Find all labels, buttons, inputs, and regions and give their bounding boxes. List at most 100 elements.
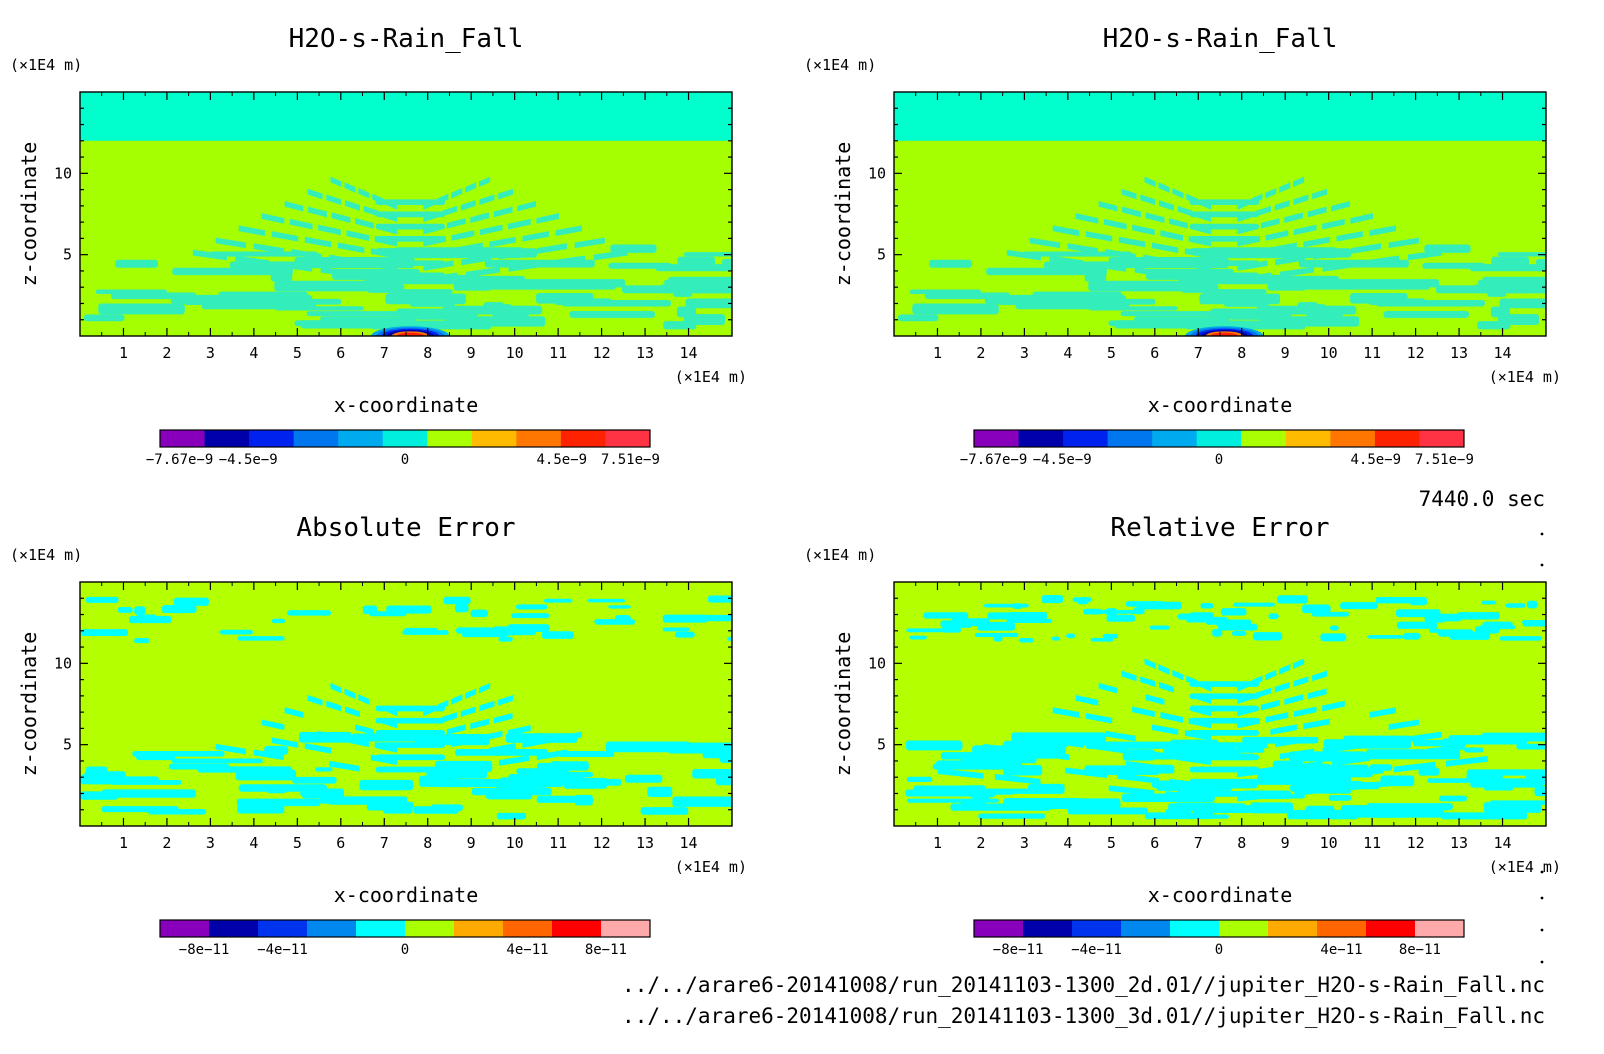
chevron-segment <box>1275 736 1306 748</box>
chevron-segment <box>375 199 446 206</box>
x-tick-label: 14 <box>680 344 698 362</box>
chevron-segment <box>1177 205 1193 217</box>
contour-streak <box>86 766 108 776</box>
contour-streak <box>237 804 285 814</box>
chevron-segment <box>346 736 370 748</box>
chevron-segment <box>1189 248 1260 254</box>
chevron-segment <box>1165 791 1212 802</box>
upper-blob <box>1090 637 1114 642</box>
chevron-segment <box>1144 176 1156 188</box>
chevron-segment <box>1169 778 1212 790</box>
chevron-segment <box>1189 681 1260 687</box>
contour-streak <box>1497 252 1546 257</box>
chevron-segment <box>1303 236 1330 248</box>
contour-streak <box>1011 732 1107 743</box>
colorbar-tick-label: 7.51e−9 <box>1415 452 1474 468</box>
colorbar-swatch <box>405 920 455 937</box>
chevron-segment <box>284 200 304 212</box>
colorbar-swatch <box>1196 430 1242 447</box>
chevron-segment <box>308 206 327 218</box>
x-tick-label: 6 <box>1150 344 1159 362</box>
x-tick-label: 6 <box>1150 834 1159 852</box>
colorbar: −7.67e−9 −4.5e−9 0 4.5e−9 7.51e−9 <box>960 429 1474 468</box>
chevron-segment <box>1265 669 1277 681</box>
chevron-segment <box>536 243 568 254</box>
x-tick-label: 1 <box>119 344 128 362</box>
chevron-segment <box>451 694 463 705</box>
chevron-segment <box>1331 200 1351 212</box>
x-tick-label: 5 <box>1107 344 1116 362</box>
x-tick-label: 12 <box>1407 834 1425 852</box>
x-axis-label: x-coordinate <box>334 883 479 907</box>
colorbar-tick-label: 0 <box>401 942 409 958</box>
chevron-segment <box>1126 760 1164 772</box>
chevron-segment <box>536 213 560 224</box>
chevron-segment <box>304 236 332 248</box>
chevron-segment <box>493 206 513 218</box>
chevron-segment <box>1160 230 1184 241</box>
chevron-segment <box>1312 670 1328 682</box>
chevron-segment <box>330 682 342 694</box>
chevron-segment <box>1158 664 1170 675</box>
chevron-segment <box>1006 249 1041 261</box>
chevron-segment <box>1293 176 1305 188</box>
upper-blob <box>662 627 690 632</box>
contour-streak <box>235 769 297 781</box>
chevron-segment <box>307 188 323 200</box>
upper-blob <box>1083 608 1103 615</box>
contour-streak <box>906 776 933 783</box>
colorbar-swatch <box>427 430 473 447</box>
upper-blob <box>134 638 150 644</box>
chevron-segment <box>1293 706 1317 718</box>
y-tick-label: 10 <box>868 654 886 672</box>
colorbar-swatch <box>160 430 206 447</box>
chevron-segment <box>1293 676 1309 687</box>
upper-blob <box>699 614 732 622</box>
y-tick-label: 5 <box>877 736 886 754</box>
chevron-segment <box>330 176 342 188</box>
x-tick-label: 14 <box>1494 344 1512 362</box>
chevron-segment <box>1189 778 1260 785</box>
chevron-segment <box>555 731 582 743</box>
x-unit-label: (×1E4 m) <box>675 858 747 876</box>
chevron-segment <box>1446 756 1488 767</box>
upper-blob <box>1478 625 1516 630</box>
chevron-segment <box>375 705 446 712</box>
colorbar-frame <box>159 429 651 448</box>
chevron-segment <box>1118 236 1146 248</box>
chevron-segment <box>1052 707 1080 718</box>
upper-blob <box>1429 628 1441 633</box>
heatmap-plot-area <box>894 582 1546 826</box>
upper-blob <box>470 609 488 618</box>
contour-streak <box>1483 802 1542 813</box>
chevron-segment <box>329 254 360 266</box>
y-tick-label: 5 <box>63 246 72 264</box>
chevron-segment <box>1103 218 1127 230</box>
contour-streak <box>1341 805 1399 812</box>
chevron-segment <box>1075 695 1099 706</box>
contour-streak <box>608 262 672 269</box>
x-unit-label: (×1E4 m) <box>1489 858 1561 876</box>
colorbar-tick-label: −4e−11 <box>1071 942 1122 958</box>
x-tick-label: 3 <box>206 344 215 362</box>
y-tick-label: 5 <box>877 246 886 264</box>
x-tick-label: 2 <box>162 344 171 362</box>
colorbar-swatch <box>356 920 406 937</box>
colorbar-tick-label: 7.51e−9 <box>601 452 660 468</box>
y-tick-label: 10 <box>868 164 886 182</box>
x-tick-label: 4 <box>249 834 258 852</box>
contour-streak <box>579 778 622 786</box>
chevron-segment <box>375 248 446 254</box>
x-tick-label: 7 <box>380 344 389 362</box>
x-tick-label: 2 <box>976 344 985 362</box>
heatmap-plot-area <box>80 582 732 826</box>
colorbar-tick-label: 8e−11 <box>1399 942 1441 958</box>
chevron-segment <box>375 235 446 242</box>
colorbar-swatch <box>1018 430 1064 447</box>
contour-streak <box>951 753 1009 759</box>
colorbar: −8e−11 −4e−11 0 4e−11 8e−11 <box>159 919 651 958</box>
contour-streak <box>1022 251 1132 257</box>
colorbar-frame <box>159 919 651 938</box>
upper-blob <box>675 631 695 638</box>
colorbar-swatch <box>1317 920 1367 937</box>
